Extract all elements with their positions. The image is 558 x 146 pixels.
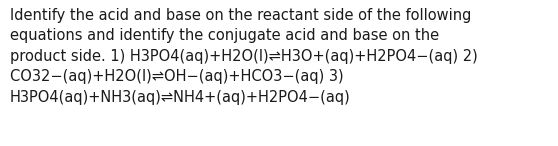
Text: Identify the acid and base on the reactant side of the following
equations and i: Identify the acid and base on the reacta… [10,8,478,105]
